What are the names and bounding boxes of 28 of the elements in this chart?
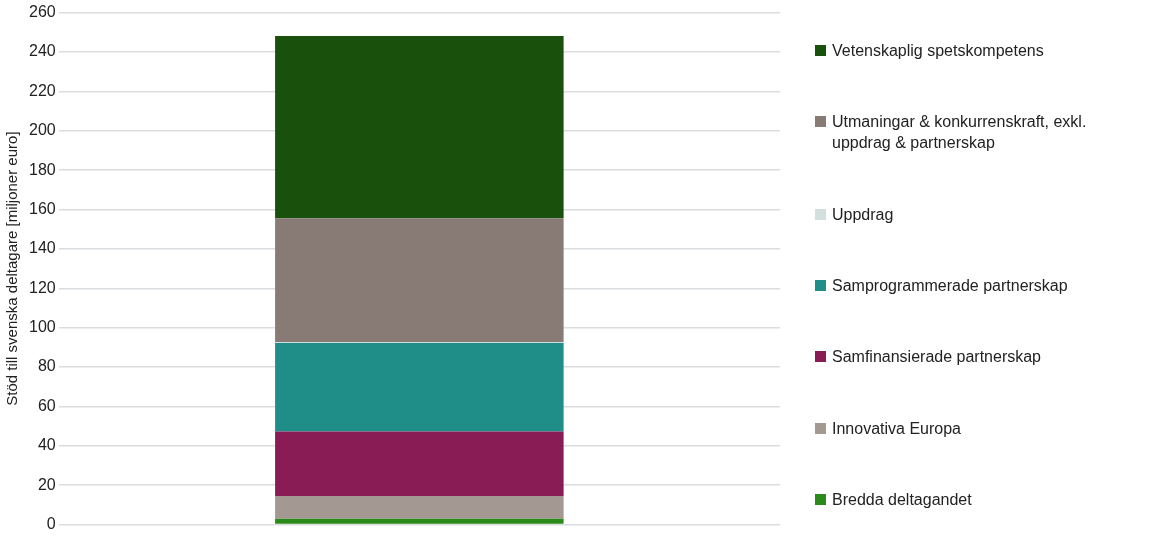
y-tick-label: 180 [28,160,56,178]
bar [275,218,564,343]
legend-label: Vetenskaplig spetskompetens [832,41,1044,61]
legend-label: Samfinansierade partnerskap [832,347,1042,368]
bar [275,343,564,432]
y-tick-label: 200 [28,121,56,139]
y-tick-label: 40 [37,436,56,454]
y-tick-label: 220 [28,81,56,99]
y-tick-label: 20 [37,475,56,493]
bar [275,496,564,519]
y-tick-label: 140 [28,239,56,257]
y-tick-label: 100 [28,318,56,336]
y-tick-label: 240 [28,42,56,60]
legend-label: Bredda deltagandet [832,489,972,510]
y-tick-label: 120 [28,278,56,296]
legend-label: Uppdrag [832,204,894,225]
bar [275,518,564,524]
legend-label: Innovativa Europa [832,418,961,439]
y-axis-title: Stöd till svenska deltagare [miljoner euro] [3,131,21,406]
y-tick-label: 160 [28,199,56,217]
legend-label: Utmaningar & konkurrenskraft, exkl. uppdrag & partnerskap [832,112,1088,154]
bar [275,36,564,219]
y-tick-label: 60 [37,396,56,414]
legend-label: Samprogrammerade partnerskap [832,276,1068,296]
bar [275,431,564,497]
y-tick-label: 260 [28,3,56,21]
y-tick-label: 80 [37,357,56,375]
y-tick-label: 0 [46,515,56,533]
